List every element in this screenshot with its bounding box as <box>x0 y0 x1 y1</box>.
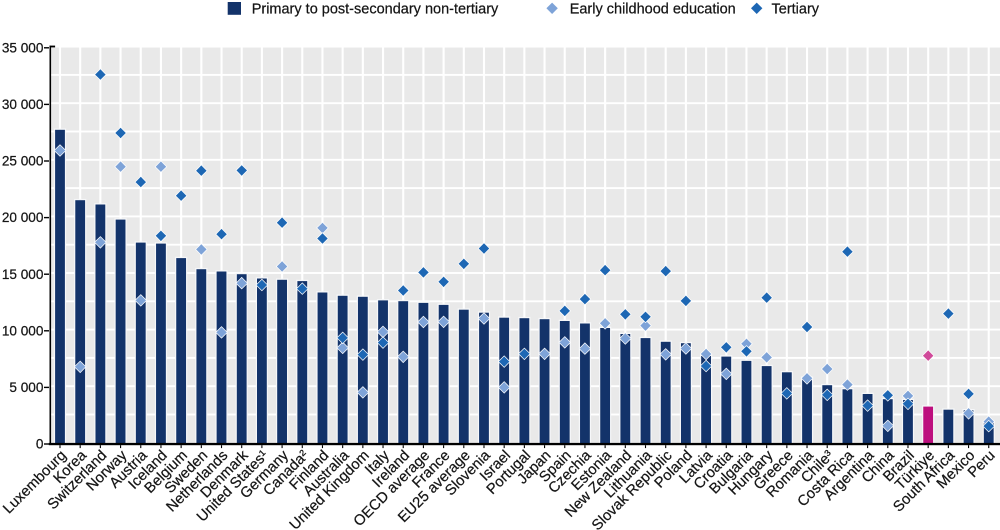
svg-text:20 000: 20 000 <box>2 210 44 225</box>
svg-text:Early childhood education: Early childhood education <box>570 1 736 17</box>
svg-text:35 000: 35 000 <box>2 40 44 55</box>
svg-text:15 000: 15 000 <box>2 267 44 282</box>
svg-text:0: 0 <box>36 437 44 452</box>
svg-text:10 000: 10 000 <box>2 323 44 338</box>
svg-text:5 000: 5 000 <box>9 380 43 395</box>
svg-text:Primary to post-secondary non-: Primary to post-secondary non-tertiary <box>252 1 499 17</box>
svg-text:Tertiary: Tertiary <box>772 1 820 17</box>
svg-text:25 000: 25 000 <box>2 154 44 169</box>
svg-text:30 000: 30 000 <box>2 97 44 112</box>
